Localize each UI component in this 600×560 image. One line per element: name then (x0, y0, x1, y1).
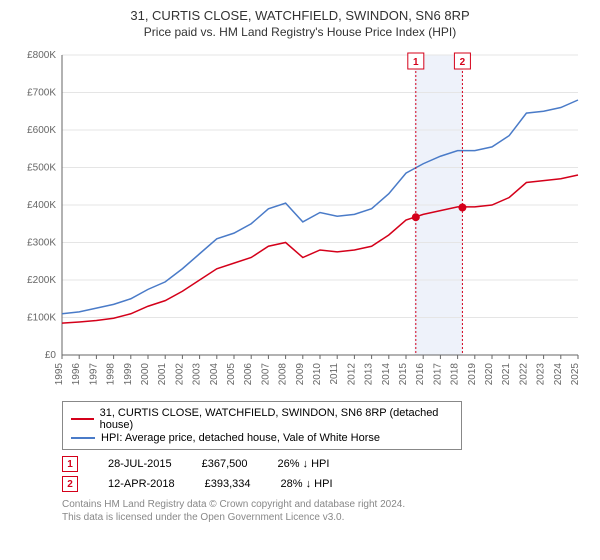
data-table: 1 28-JUL-2015 £367,500 26% ↓ HPI 2 12-AP… (62, 456, 588, 492)
svg-text:2019: 2019 (467, 363, 478, 386)
svg-text:£400K: £400K (27, 200, 56, 211)
chart-subtitle: Price paid vs. HM Land Registry's House … (12, 25, 588, 39)
svg-text:1995: 1995 (54, 363, 65, 386)
data-price-2: £393,334 (205, 478, 251, 490)
legend-row: 31, CURTIS CLOSE, WATCHFIELD, SWINDON, S… (71, 407, 453, 431)
svg-text:£200K: £200K (27, 275, 56, 286)
svg-text:£300K: £300K (27, 238, 56, 249)
footer-text: Contains HM Land Registry data © Crown c… (62, 498, 588, 524)
svg-text:2024: 2024 (553, 363, 564, 386)
svg-text:2007: 2007 (260, 363, 271, 386)
data-date-1: 28-JUL-2015 (108, 458, 172, 470)
svg-text:2009: 2009 (295, 363, 306, 386)
legend-swatch-1 (71, 418, 94, 420)
svg-text:1997: 1997 (88, 363, 99, 386)
svg-text:1999: 1999 (123, 363, 134, 386)
svg-text:2018: 2018 (450, 363, 461, 386)
svg-text:£700K: £700K (27, 88, 56, 99)
svg-text:£100K: £100K (27, 313, 56, 324)
chart-title: 31, CURTIS CLOSE, WATCHFIELD, SWINDON, S… (12, 8, 588, 23)
svg-text:£800K: £800K (27, 50, 56, 61)
chart-container: 31, CURTIS CLOSE, WATCHFIELD, SWINDON, S… (0, 0, 600, 560)
svg-text:2005: 2005 (226, 363, 237, 386)
footer-line-2: This data is licensed under the Open Gov… (62, 511, 588, 524)
svg-text:2010: 2010 (312, 363, 323, 386)
footer-line-1: Contains HM Land Registry data © Crown c… (62, 498, 588, 511)
svg-text:1996: 1996 (71, 363, 82, 386)
svg-text:£600K: £600K (27, 125, 56, 136)
svg-text:1998: 1998 (106, 363, 117, 386)
svg-text:2001: 2001 (157, 363, 168, 386)
svg-text:£0: £0 (45, 350, 57, 361)
line-chart-svg: £0 £100K £200K £300K £400K £500K £600K £700K £80… (12, 45, 588, 395)
svg-text:2016: 2016 (415, 363, 426, 386)
marker-badge-2: 2 (62, 476, 78, 492)
svg-text:2011: 2011 (329, 363, 340, 385)
svg-text:2021: 2021 (501, 363, 512, 386)
svg-text:1: 1 (413, 57, 419, 68)
svg-text:2002: 2002 (174, 363, 185, 386)
svg-text:2000: 2000 (140, 363, 151, 386)
svg-text:2008: 2008 (278, 363, 289, 386)
data-price-1: £367,500 (202, 458, 248, 470)
svg-text:2012: 2012 (346, 363, 357, 386)
data-row-1: 1 28-JUL-2015 £367,500 26% ↓ HPI (62, 456, 588, 472)
svg-text:2025: 2025 (570, 363, 581, 386)
legend-row: HPI: Average price, detached house, Vale… (71, 432, 453, 444)
svg-text:2006: 2006 (243, 363, 254, 386)
data-row-2: 2 12-APR-2018 £393,334 28% ↓ HPI (62, 476, 588, 492)
svg-text:2017: 2017 (432, 363, 443, 386)
svg-text:2020: 2020 (484, 363, 495, 386)
legend-label-1: 31, CURTIS CLOSE, WATCHFIELD, SWINDON, S… (100, 407, 453, 431)
data-delta-1: 26% ↓ HPI (277, 458, 329, 470)
svg-text:2013: 2013 (364, 363, 375, 386)
data-date-2: 12-APR-2018 (108, 478, 175, 490)
chart-area: £0 £100K £200K £300K £400K £500K £600K £700K £80… (12, 45, 588, 395)
legend-box: 31, CURTIS CLOSE, WATCHFIELD, SWINDON, S… (62, 401, 462, 450)
data-delta-2: 28% ↓ HPI (281, 478, 333, 490)
svg-text:2023: 2023 (536, 363, 547, 386)
legend-label-2: HPI: Average price, detached house, Vale… (101, 432, 380, 444)
svg-text:2003: 2003 (192, 363, 203, 386)
legend-swatch-2 (71, 437, 95, 439)
svg-text:2014: 2014 (381, 363, 392, 386)
svg-text:2004: 2004 (209, 363, 220, 386)
svg-text:2015: 2015 (398, 363, 409, 386)
svg-text:£500K: £500K (27, 163, 56, 174)
svg-text:2022: 2022 (518, 363, 529, 386)
marker-badge-1: 1 (62, 456, 78, 472)
svg-text:2: 2 (460, 57, 466, 68)
